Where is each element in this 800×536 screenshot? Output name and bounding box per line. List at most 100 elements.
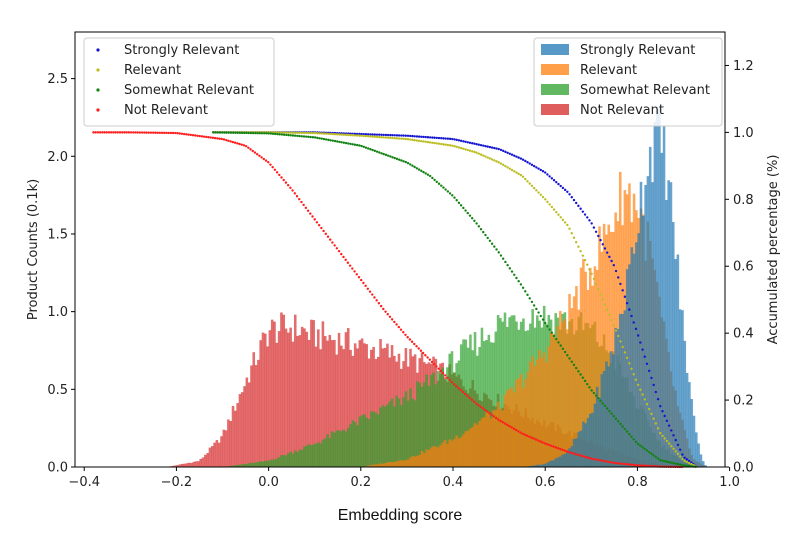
histogram-bar xyxy=(395,395,398,467)
cumulative-point xyxy=(223,131,226,134)
cumulative-point xyxy=(424,135,427,139)
cumulative-point xyxy=(641,393,644,396)
histogram-bar xyxy=(183,463,186,467)
cumulative-point xyxy=(422,135,425,139)
cumulative-point xyxy=(617,334,620,338)
cumulative-point xyxy=(619,340,622,343)
cumulative-point xyxy=(608,313,611,317)
histogram-bar xyxy=(427,385,431,467)
cumulative-point xyxy=(340,133,343,136)
cumulative-point xyxy=(577,204,580,208)
cumulative-point xyxy=(391,136,394,140)
histogram-bar xyxy=(340,431,343,467)
cumulative-point xyxy=(136,131,139,134)
y-axis-right: 0.0 0.2 0.4 0.6 0.8 1.0 1.2 xyxy=(725,59,754,476)
cumulative-point xyxy=(506,263,509,267)
cumulative-point xyxy=(311,215,314,218)
histogram-bar xyxy=(692,415,696,467)
cumulative-point xyxy=(242,144,246,147)
cumulative-point xyxy=(501,257,505,260)
cumulative-point xyxy=(382,136,385,139)
cumulative-point xyxy=(486,156,489,159)
cumulative-point xyxy=(517,430,520,433)
cumulative-point xyxy=(583,213,587,216)
cumulative-point xyxy=(468,214,472,217)
cumulative-point xyxy=(358,132,361,136)
histogram-bar xyxy=(287,332,290,467)
cumulative-point xyxy=(588,267,591,271)
cumulative-point xyxy=(176,131,179,135)
cumulative-point xyxy=(309,131,312,135)
histogram-bar xyxy=(457,438,461,467)
histogram-bar xyxy=(250,365,253,467)
cumulative-point xyxy=(109,131,113,134)
cumulative-point xyxy=(448,378,451,382)
histogram-bar xyxy=(591,285,594,467)
cumulative-point xyxy=(663,460,666,463)
cumulative-point xyxy=(550,444,553,448)
histogram-bar xyxy=(662,125,666,467)
cumulative-point xyxy=(579,454,582,457)
cumulative-point xyxy=(455,385,458,388)
histogram-bar xyxy=(372,464,375,467)
cumulative-point xyxy=(537,439,540,442)
cumulative-point xyxy=(459,146,463,150)
cumulative-point xyxy=(486,236,489,240)
cumulative-point xyxy=(572,452,575,455)
cumulative-point xyxy=(548,328,551,331)
cumulative-point xyxy=(275,171,279,174)
cumulative-point xyxy=(490,146,494,149)
cumulative-point xyxy=(523,433,527,436)
y-axis-left-title: Product Counts (0.1k) xyxy=(26,179,41,320)
cumulative-point xyxy=(598,459,602,462)
histogram-bar xyxy=(289,451,292,467)
histogram-bar xyxy=(333,340,336,467)
cumulative-point xyxy=(521,158,525,161)
cumulative-point xyxy=(565,450,569,453)
cumulative-point xyxy=(614,417,618,420)
cumulative-point xyxy=(132,131,135,134)
cumulative-point xyxy=(174,131,177,135)
histogram-bar xyxy=(231,405,235,467)
cumulative-point xyxy=(535,189,538,192)
cumulative-point xyxy=(605,308,609,311)
cumulative-point xyxy=(254,131,257,135)
histogram-bar xyxy=(268,460,272,467)
histogram-bar xyxy=(245,377,249,467)
histogram-bar xyxy=(282,455,286,467)
cumulative-point xyxy=(446,376,449,379)
cumulative-point xyxy=(285,133,288,137)
cumulative-point xyxy=(468,149,472,152)
cumulative-point xyxy=(618,462,622,465)
cumulative-point xyxy=(422,140,425,143)
histogram-bar xyxy=(379,339,382,467)
cumulative-point xyxy=(340,141,343,144)
histogram-bar xyxy=(628,264,631,467)
histogram-bar xyxy=(317,442,320,467)
cumulative-point xyxy=(446,190,450,193)
histogram-bar xyxy=(400,405,403,467)
histogram-bar xyxy=(432,446,435,467)
cumulative-point xyxy=(521,432,524,435)
cumulative-point xyxy=(488,411,491,415)
cumulative-point xyxy=(353,134,357,137)
cumulative-point xyxy=(448,144,452,147)
histogram-bar xyxy=(210,446,214,467)
y-left-tick-label: 2.0 xyxy=(47,150,68,165)
cumulative-point xyxy=(490,158,494,161)
cumulative-point xyxy=(428,358,431,361)
histogram-bar xyxy=(370,411,373,467)
cumulative-point xyxy=(590,389,593,392)
cumulative-point xyxy=(107,131,111,134)
cumulative-point xyxy=(574,452,578,456)
cumulative-point xyxy=(296,134,299,138)
histogram-bar xyxy=(282,314,286,467)
histogram-bar xyxy=(381,405,385,467)
cumulative-point xyxy=(608,409,611,413)
histogram-bar xyxy=(323,336,327,467)
histogram-bar xyxy=(280,455,283,467)
cumulative-point xyxy=(605,460,609,463)
cumulative-point xyxy=(298,131,301,135)
histogram-bar xyxy=(653,121,657,468)
legend-label: Relevant xyxy=(580,63,637,78)
